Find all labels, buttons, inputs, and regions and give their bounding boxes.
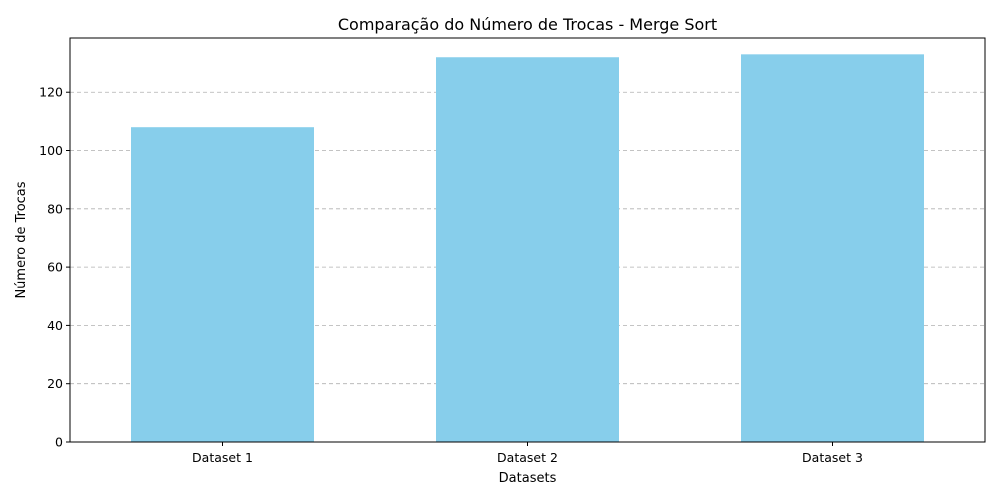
- y-tick-label: 20: [47, 376, 63, 391]
- axes: 0 20 40 60 80 100 120 Dataset 1 Dataset 2 Dataset…: [39, 37, 986, 465]
- bar: [131, 127, 314, 443]
- bar: [741, 54, 924, 442]
- y-axis-label: Número de Trocas: [14, 181, 29, 298]
- bars: [131, 54, 924, 443]
- y-tick-label: 60: [47, 260, 63, 275]
- y-tick-label: 0: [55, 435, 63, 450]
- y-tick-label: 80: [47, 201, 63, 216]
- y-tick-label: 100: [39, 143, 63, 158]
- plot-frame: [69, 37, 986, 443]
- x-tick-label: Dataset 1: [192, 450, 253, 465]
- x-tick-label: Dataset 2: [497, 450, 558, 465]
- x-axis-label: Datasets: [499, 471, 557, 486]
- y-tick-label: 40: [47, 318, 63, 333]
- chart-title: Comparação do Número de Trocas - Merge S…: [338, 15, 717, 34]
- x-tick-label: Dataset 3: [802, 450, 863, 465]
- y-tick-label: 120: [39, 85, 63, 100]
- bar: [436, 57, 619, 442]
